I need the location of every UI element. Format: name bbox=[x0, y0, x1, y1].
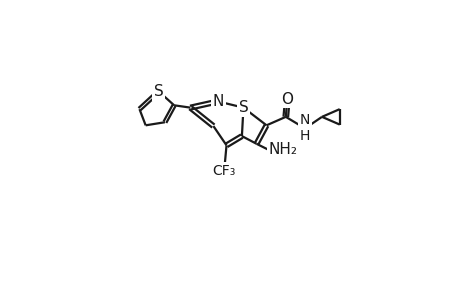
Text: O: O bbox=[281, 92, 293, 106]
Text: CF₃: CF₃ bbox=[212, 164, 235, 178]
Text: NH₂: NH₂ bbox=[268, 142, 297, 158]
Text: S: S bbox=[154, 84, 163, 99]
Text: N: N bbox=[212, 94, 223, 109]
Text: S: S bbox=[238, 100, 248, 115]
Text: N
H: N H bbox=[299, 113, 309, 143]
